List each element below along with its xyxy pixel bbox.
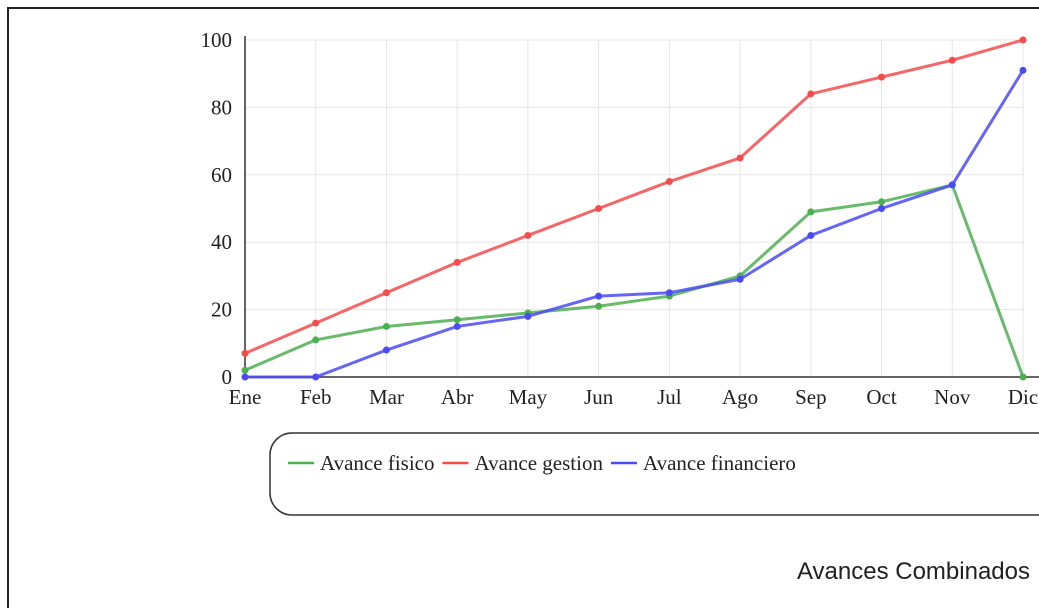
x-tick-label: Ene [229, 385, 262, 409]
legend-label: Avance fisico [320, 451, 434, 475]
point [595, 205, 603, 212]
y-tick-label: 20 [211, 298, 232, 322]
x-tick-label: Mar [369, 385, 404, 409]
point [665, 178, 673, 186]
point [595, 302, 603, 310]
frame [7, 7, 1039, 608]
x-tick-label: Oct [866, 385, 896, 409]
series-line [244, 38, 1024, 355]
point [878, 198, 886, 206]
point [312, 336, 320, 344]
point [312, 373, 320, 381]
x-tick-label: May [509, 385, 548, 409]
point [241, 349, 249, 357]
point [524, 231, 532, 239]
point [878, 205, 886, 212]
point [665, 289, 673, 297]
point [948, 181, 956, 189]
series-line [245, 69, 1025, 379]
x-tick-label: Dic [1008, 385, 1038, 409]
point [1019, 373, 1027, 381]
y-tick-label: 60 [211, 163, 232, 187]
legend-label: Avance financiero [643, 451, 796, 475]
point [736, 275, 744, 283]
chart-title: Avances Combinados [797, 558, 1030, 585]
point [1019, 66, 1027, 74]
point [241, 373, 249, 381]
point [807, 90, 815, 98]
point [382, 346, 390, 354]
point [382, 289, 390, 297]
point [807, 231, 815, 239]
point [241, 366, 249, 374]
series-line [244, 183, 1025, 378]
point [807, 208, 815, 216]
x-tick-label: Jul [657, 385, 682, 409]
y-tick-label: 100 [201, 28, 233, 52]
x-tick-label: Nov [934, 385, 971, 409]
x-tick-label: Sep [795, 385, 827, 409]
x-tick-label: Feb [300, 385, 332, 409]
point [878, 73, 886, 81]
y-tick-label: 40 [211, 230, 232, 254]
point [948, 56, 956, 64]
x-tick-label: Jun [584, 385, 614, 409]
legend-box [269, 432, 1039, 516]
point [453, 258, 461, 266]
x-tick-label: Ago [722, 385, 758, 409]
legend-label: Avance gestion [474, 451, 603, 475]
y-tick-label: 0 [222, 365, 233, 389]
point [595, 292, 603, 300]
y-tick-label: 80 [211, 95, 232, 119]
point [382, 322, 390, 330]
point [453, 316, 461, 324]
point [736, 154, 744, 162]
point [453, 322, 461, 330]
x-tick-label: Abr [441, 385, 474, 409]
point [312, 319, 320, 327]
point [1019, 36, 1027, 44]
point [524, 312, 532, 320]
